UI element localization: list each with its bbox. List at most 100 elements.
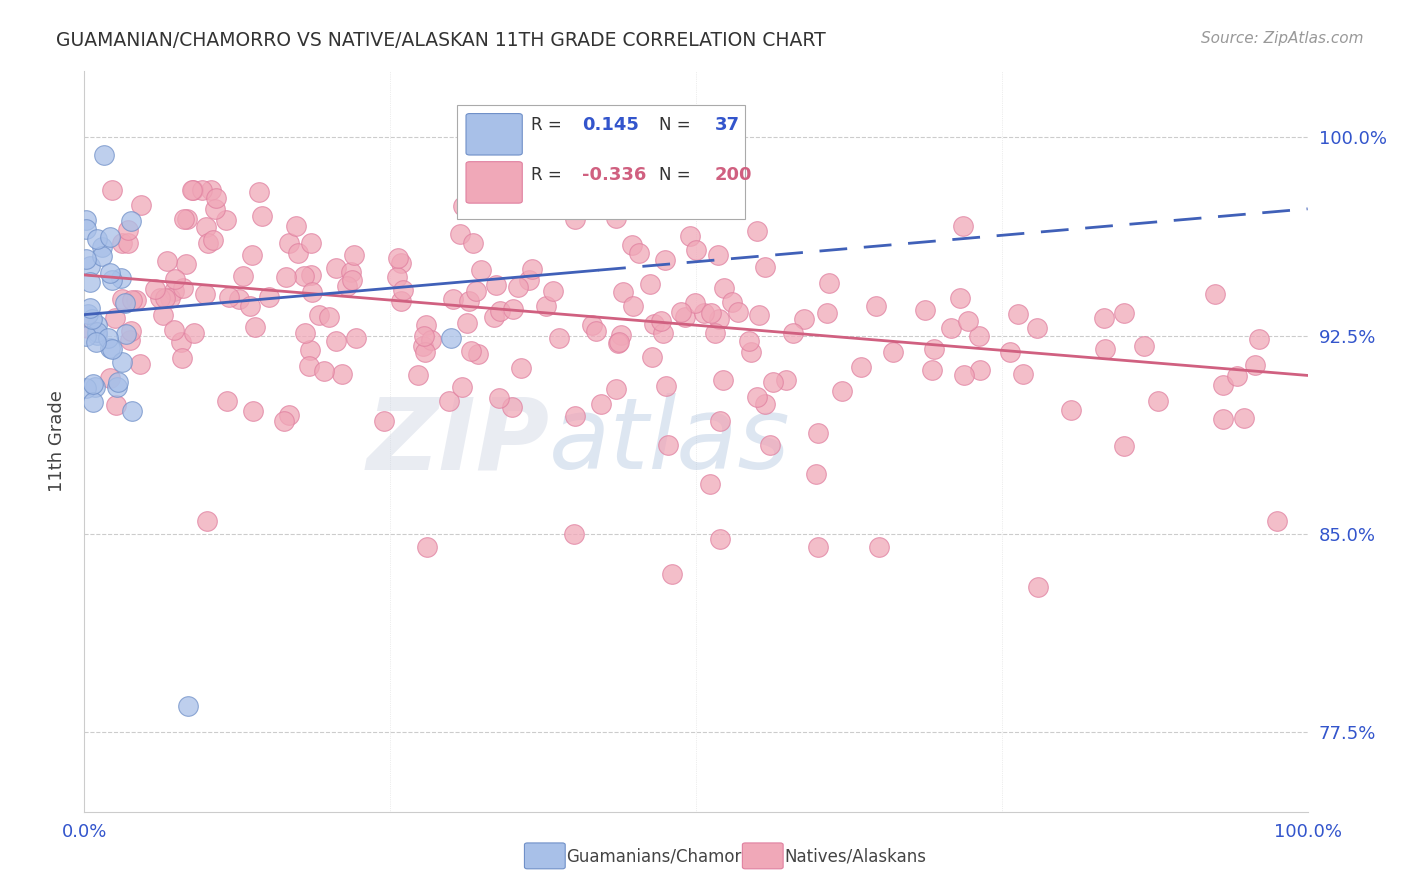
Point [176,212,198,227]
Point [740,345,762,359]
Point [111,235,134,250]
Point [181,183,204,197]
Point [215,394,238,409]
Point [709,311,731,326]
Point [661,566,683,581]
Point [709,533,731,547]
Point [641,350,664,364]
Point [153,292,176,306]
Point [460,343,482,358]
Point [709,414,731,428]
Point [173,211,195,226]
Point [152,309,174,323]
Point [82,394,104,409]
Point [761,375,783,389]
Point [807,541,830,555]
Point [117,236,139,251]
Point [193,287,215,301]
Point [84,334,107,349]
Point [163,284,186,298]
Point [485,277,508,292]
Point [470,263,492,277]
Point [84,379,107,393]
Point [437,393,460,408]
Point [200,183,222,197]
Point [1094,342,1116,356]
Point [415,318,437,332]
Point [325,260,347,275]
Point [501,401,523,415]
Point [79,275,101,289]
Point [463,236,485,251]
Point [720,295,742,310]
FancyBboxPatch shape [465,113,522,155]
Point [869,541,891,555]
Point [97,331,120,345]
Point [257,290,280,304]
Point [1028,580,1050,594]
Point [91,249,114,263]
Point [683,295,706,310]
Point [252,209,274,223]
Text: GUAMANIAN/CHAMORRO VS NATIVE/ALASKAN 11TH GRADE CORRELATION CHART: GUAMANIAN/CHAMORRO VS NATIVE/ALASKAN 11T… [56,31,825,50]
Point [1232,411,1254,425]
Point [406,368,429,382]
Point [685,243,707,257]
Point [941,320,963,334]
Point [441,292,464,306]
Point [807,426,830,441]
Point [77,321,100,335]
Point [277,408,299,422]
Point [202,233,225,247]
Point [312,364,335,378]
Point [340,265,363,279]
Text: N =: N = [659,166,696,184]
Point [693,306,716,320]
Point [242,403,264,417]
Point [815,306,838,320]
Point [80,312,103,326]
Point [605,382,627,396]
Point [713,281,735,295]
Point [204,202,226,216]
Text: Source: ZipAtlas.com: Source: ZipAtlas.com [1201,31,1364,46]
Point [75,222,97,236]
Text: ZIP: ZIP [366,393,550,490]
Point [651,326,673,340]
Point [782,326,804,340]
Point [585,324,607,338]
Point [967,328,990,343]
Point [581,318,603,333]
Point [416,541,439,555]
Point [484,310,506,325]
Point [413,345,436,359]
Point [638,277,661,291]
Point [228,292,250,306]
Point [564,409,586,423]
Point [197,235,219,250]
Point [914,303,936,318]
Point [1204,287,1226,301]
Point [1092,311,1115,326]
Point [775,373,797,387]
Point [419,333,441,347]
Point [727,305,749,319]
Point [240,248,263,262]
Point [277,236,299,251]
Point [344,330,367,344]
Point [274,269,297,284]
Point [301,285,323,300]
Point [86,231,108,245]
Point [121,404,143,418]
Point [957,314,980,328]
Text: N =: N = [659,116,696,134]
Point [91,240,114,254]
Point [373,414,395,428]
Point [562,527,585,541]
Point [292,268,315,283]
Text: 0.145: 0.145 [582,116,640,134]
Point [86,318,108,332]
Point [818,276,841,290]
Point [100,183,122,197]
Point [458,293,481,308]
